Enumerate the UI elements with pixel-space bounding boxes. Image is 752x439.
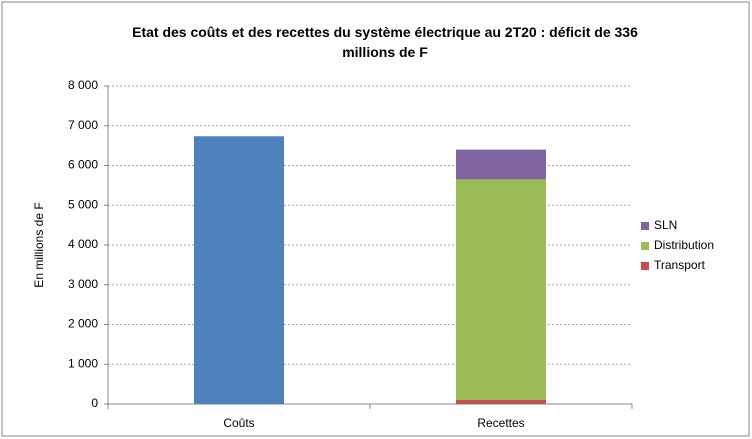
bar-segment bbox=[456, 179, 546, 401]
x-tick-label: Recettes bbox=[477, 416, 524, 430]
bar-segment bbox=[456, 400, 546, 404]
legend-swatch bbox=[641, 262, 649, 270]
y-tick-label: 3 000 bbox=[68, 277, 98, 291]
bar-segment bbox=[194, 136, 284, 404]
y-tick-label: 7 000 bbox=[68, 118, 98, 132]
y-tick-label: 6 000 bbox=[68, 158, 98, 172]
y-axis-label: En millions de F bbox=[32, 202, 46, 287]
y-tick-label: 4 000 bbox=[68, 237, 98, 251]
y-tick-label: 0 bbox=[91, 396, 98, 410]
legend-label: SLN bbox=[654, 218, 677, 232]
chart-title: Etat des coûts et des recettes du systèm… bbox=[132, 24, 638, 60]
bar-segment bbox=[456, 149, 546, 180]
legend-label: Transport bbox=[654, 258, 706, 272]
legend-label: Distribution bbox=[654, 238, 714, 252]
x-tick-label: Coûts bbox=[223, 416, 254, 430]
legend-swatch bbox=[641, 242, 649, 250]
y-tick-label: 5 000 bbox=[68, 197, 98, 211]
y-tick-label: 2 000 bbox=[68, 317, 98, 331]
y-tick-label: 1 000 bbox=[68, 356, 98, 370]
legend-swatch bbox=[641, 222, 649, 230]
y-tick-label: 8 000 bbox=[68, 78, 98, 92]
